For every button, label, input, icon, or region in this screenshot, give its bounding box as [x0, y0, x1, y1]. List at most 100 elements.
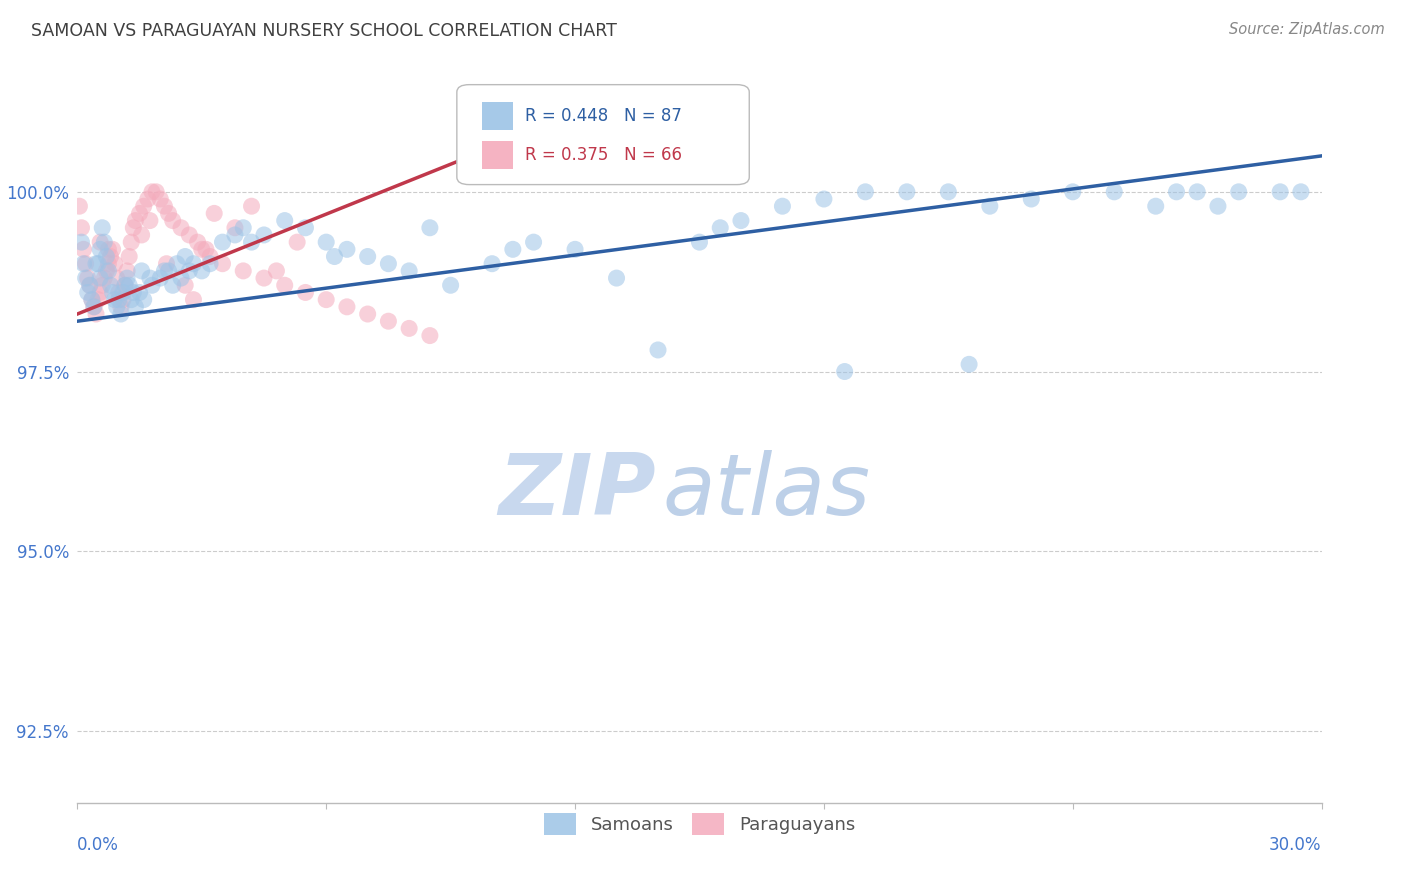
Point — [419, 220, 441, 235]
Point — [76, 271, 98, 285]
Legend: Samoans, Paraguayans: Samoans, Paraguayans — [537, 805, 862, 842]
Point — [107, 293, 129, 307]
Point — [398, 264, 420, 278]
Point — [336, 243, 359, 257]
Point — [174, 250, 197, 264]
Point — [131, 227, 153, 242]
Point — [70, 220, 93, 235]
Point — [75, 271, 97, 285]
Point — [100, 278, 122, 293]
Text: 0.0%: 0.0% — [77, 836, 120, 855]
Point — [89, 271, 111, 285]
Point — [141, 185, 163, 199]
Point — [76, 285, 98, 300]
Point — [132, 199, 155, 213]
Point — [605, 271, 627, 285]
Point — [357, 250, 380, 264]
Point — [253, 227, 276, 242]
Point — [141, 278, 163, 293]
Point — [689, 235, 711, 249]
Point — [72, 243, 94, 257]
Point — [110, 307, 132, 321]
Point — [183, 293, 205, 307]
Point — [190, 243, 214, 257]
Point — [564, 243, 586, 257]
Point — [79, 278, 101, 293]
Point — [80, 293, 103, 307]
Point — [198, 257, 221, 271]
Point — [1227, 185, 1250, 199]
Point — [104, 257, 127, 271]
Point — [114, 278, 136, 293]
Point — [232, 264, 254, 278]
Point — [439, 278, 461, 293]
Point — [110, 300, 132, 314]
Point — [190, 264, 214, 278]
Point — [145, 185, 167, 199]
Point — [97, 264, 120, 278]
Point — [75, 257, 97, 271]
Point — [72, 257, 94, 271]
Point — [1268, 185, 1291, 199]
Point — [1102, 185, 1125, 199]
Point — [377, 314, 399, 328]
Point — [155, 257, 177, 271]
Point — [79, 278, 101, 293]
Point — [120, 293, 142, 307]
Point — [89, 235, 111, 249]
Text: R = 0.375   N = 66: R = 0.375 N = 66 — [526, 146, 682, 164]
Point — [240, 235, 263, 249]
Point — [979, 199, 1001, 213]
Point — [115, 264, 138, 278]
Point — [957, 357, 980, 371]
Point — [1206, 199, 1229, 213]
Point — [89, 243, 111, 257]
Point — [224, 227, 246, 242]
Point — [647, 343, 669, 357]
Point — [118, 250, 141, 264]
Point — [315, 235, 337, 249]
FancyBboxPatch shape — [482, 141, 513, 169]
FancyBboxPatch shape — [482, 102, 513, 130]
Point — [936, 185, 959, 199]
Point — [179, 264, 201, 278]
Point — [91, 278, 114, 293]
Point — [377, 257, 399, 271]
Point — [96, 250, 118, 264]
Text: R = 0.448   N = 87: R = 0.448 N = 87 — [526, 107, 682, 125]
Point — [111, 293, 134, 307]
Point — [855, 185, 877, 199]
Point — [1021, 192, 1043, 206]
FancyBboxPatch shape — [457, 85, 749, 185]
Point — [70, 235, 93, 249]
Point — [93, 235, 115, 249]
Point — [770, 199, 793, 213]
Point — [122, 285, 145, 300]
Point — [730, 213, 752, 227]
Point — [87, 257, 110, 271]
Point — [89, 285, 111, 300]
Point — [136, 192, 159, 206]
Point — [166, 257, 188, 271]
Point — [101, 243, 124, 257]
Point — [120, 235, 142, 249]
Point — [357, 307, 380, 321]
Point — [398, 321, 420, 335]
Point — [294, 220, 316, 235]
Point — [91, 220, 114, 235]
Point — [107, 285, 129, 300]
Point — [179, 227, 201, 242]
Point — [187, 235, 209, 249]
Point — [224, 220, 246, 235]
Point — [84, 307, 107, 321]
Point — [149, 271, 172, 285]
Point — [67, 199, 90, 213]
Point — [194, 243, 217, 257]
Point — [114, 278, 136, 293]
Point — [834, 365, 856, 379]
Point — [285, 235, 308, 249]
Text: atlas: atlas — [662, 450, 870, 533]
Point — [97, 243, 120, 257]
Point — [80, 293, 103, 307]
Point — [183, 257, 205, 271]
